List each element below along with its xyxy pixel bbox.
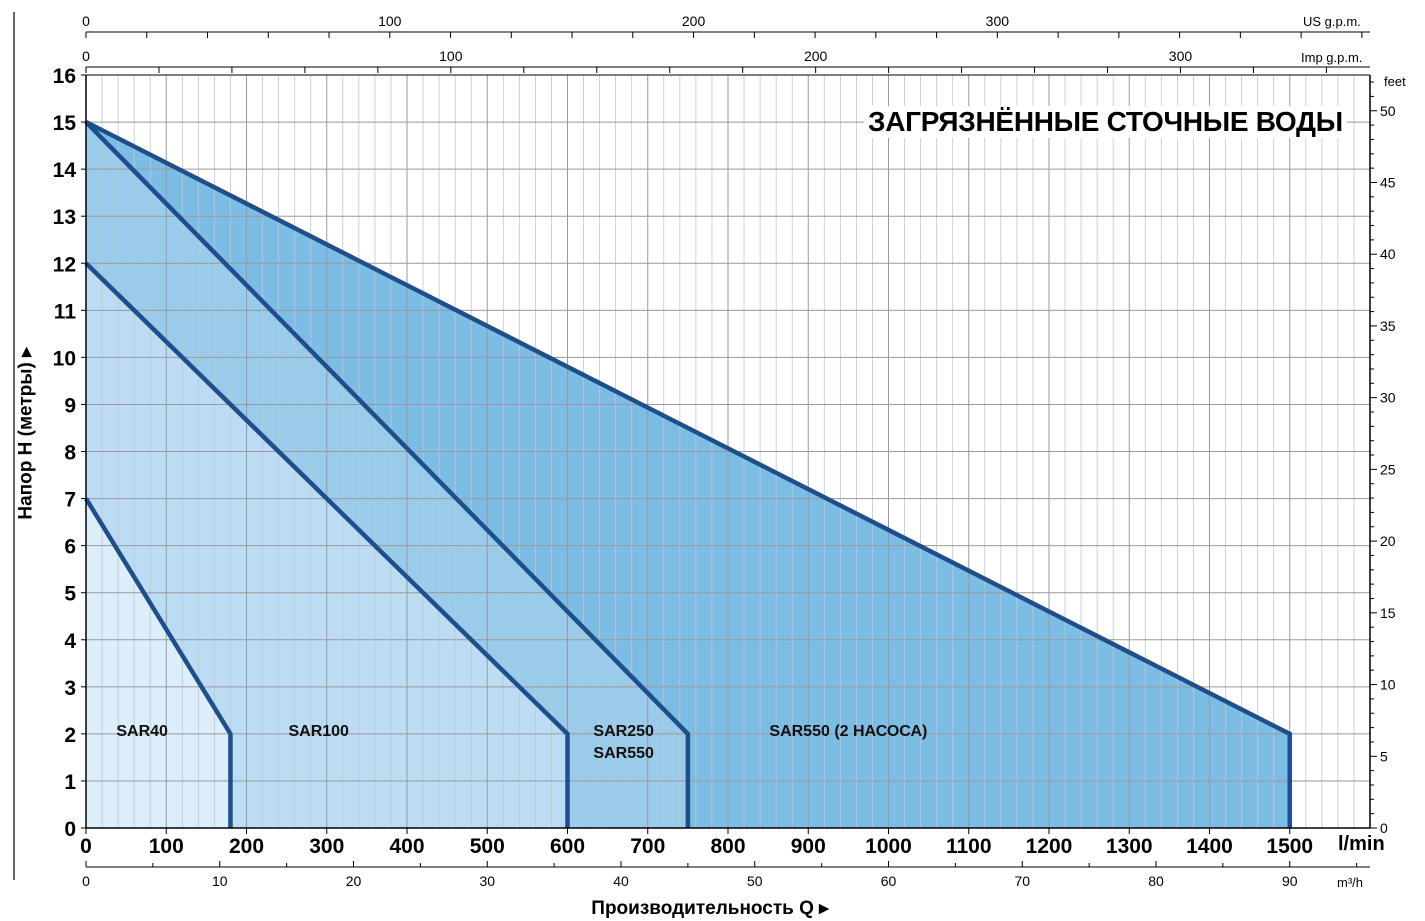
y-tick-label: 14 <box>53 159 77 182</box>
y-tick-label: 15 <box>53 112 77 135</box>
series-label-3: SAR40 <box>116 723 168 740</box>
x-tick-label: 200 <box>229 835 264 858</box>
curve-lines <box>84 120 1292 828</box>
m3h-tick-label: 0 <box>82 873 90 889</box>
m3h-unit: m³/h <box>1337 875 1363 890</box>
feet-tick-label: 0 <box>1380 820 1388 836</box>
curve-2 <box>84 261 570 828</box>
y-tick-label: 1 <box>64 771 76 794</box>
y-tick-label: 6 <box>64 536 76 559</box>
series-labels: SAR550 (2 НАСОСА) SAR250 SAR550 SAR100 SAR40 <box>116 723 927 762</box>
m3h-tick-label: 30 <box>479 873 495 889</box>
x-axis-title: Производительность Q ▸ <box>591 898 829 919</box>
x-tick-label: 700 <box>630 835 665 858</box>
x-tick-label: 1300 <box>1106 835 1153 858</box>
y-tick-label: 11 <box>54 300 77 323</box>
us-gpm-tick-label: 300 <box>986 13 1010 29</box>
m3h-tick-label: 80 <box>1148 873 1164 889</box>
y-tick-label: 5 <box>64 583 76 606</box>
curve-1 <box>84 120 691 828</box>
feet-tick-label: 35 <box>1380 318 1396 334</box>
y-tick-label: 2 <box>64 724 76 747</box>
us-gpm-tick-label: 0 <box>82 13 90 29</box>
us-gpm-unit: US g.p.m. <box>1303 14 1361 29</box>
m3h-tick-label: 70 <box>1014 873 1030 889</box>
x-tick-label: 100 <box>149 835 184 858</box>
x-tick-label: 1000 <box>865 835 912 858</box>
y-tick-label: 13 <box>53 206 76 229</box>
imp-gpm-tick-label: 300 <box>1169 48 1193 64</box>
series-label-2: SAR100 <box>288 723 349 740</box>
feet-tick-label: 40 <box>1380 246 1396 262</box>
m3h-tick-label: 90 <box>1282 873 1298 889</box>
feet-tick-label: 15 <box>1380 605 1396 621</box>
area-3 <box>86 498 231 828</box>
lmin-unit: l/min <box>1338 833 1385 855</box>
m3h-tick-label: 60 <box>881 873 897 889</box>
y-tick-label: 12 <box>53 253 76 276</box>
chart-title: ЗАГРЯЗНЁННЫЕ СТОЧНЫЕ ВОДЫ <box>864 106 1347 138</box>
curve-areas <box>86 122 1290 828</box>
x-tick-label: 1500 <box>1266 835 1313 858</box>
curve-0 <box>84 120 1292 828</box>
feet-tick-label: 5 <box>1380 748 1388 764</box>
x-tick-label: 900 <box>791 835 826 858</box>
y-tick-label: 0 <box>64 818 76 841</box>
imp-gpm-unit: Imp g.p.m. <box>1301 50 1363 65</box>
x-tick-label: 400 <box>389 835 424 858</box>
us-gpm-tick-label: 200 <box>682 13 706 29</box>
x-tick-label: 300 <box>309 835 344 858</box>
x-tick-label: 1200 <box>1026 835 1073 858</box>
x-tick-label: 600 <box>550 835 585 858</box>
x-tick-label: 1100 <box>946 835 992 858</box>
feet-tick-label: 30 <box>1380 390 1396 406</box>
m3h-tick-label: 40 <box>613 873 629 889</box>
y-tick-label: 8 <box>64 442 76 465</box>
feet-unit: feet <box>1384 74 1406 89</box>
feet-tick-label: 20 <box>1380 533 1396 549</box>
imp-gpm-tick-label: 0 <box>82 48 90 64</box>
series-label-1: SAR550 <box>593 745 654 762</box>
feet-tick-label: 45 <box>1380 174 1396 190</box>
feet-tick-label: 25 <box>1380 461 1396 477</box>
y-tick-label: 10 <box>53 347 76 370</box>
y-tick-label: 4 <box>64 630 76 653</box>
y-tick-label: 3 <box>64 677 76 700</box>
series-label-0: SAR550 (2 НАСОСА) <box>769 723 927 740</box>
x-tick-label: 0 <box>80 835 92 858</box>
series-label-1: SAR250 <box>593 723 654 740</box>
axes <box>13 12 1377 880</box>
imp-gpm-tick-label: 200 <box>804 48 828 64</box>
m3h-tick-label: 20 <box>346 873 362 889</box>
feet-tick-label: 10 <box>1380 677 1396 693</box>
imp-gpm-tick-label: 100 <box>439 48 463 64</box>
x-tick-label: 500 <box>470 835 505 858</box>
y-tick-label: 16 <box>53 65 76 88</box>
y-tick-label: 7 <box>64 489 76 512</box>
x-tick-label: 800 <box>710 835 745 858</box>
m3h-tick-label: 10 <box>212 873 228 889</box>
x-tick-label: 1400 <box>1186 835 1233 858</box>
feet-tick-label: 50 <box>1380 103 1396 119</box>
y-tick-label: 9 <box>64 394 76 417</box>
curve-3 <box>84 497 233 828</box>
us-gpm-tick-label: 100 <box>378 13 402 29</box>
m3h-tick-label: 50 <box>747 873 763 889</box>
y-axis-title: Напор H (метры) ▸ <box>15 347 37 520</box>
